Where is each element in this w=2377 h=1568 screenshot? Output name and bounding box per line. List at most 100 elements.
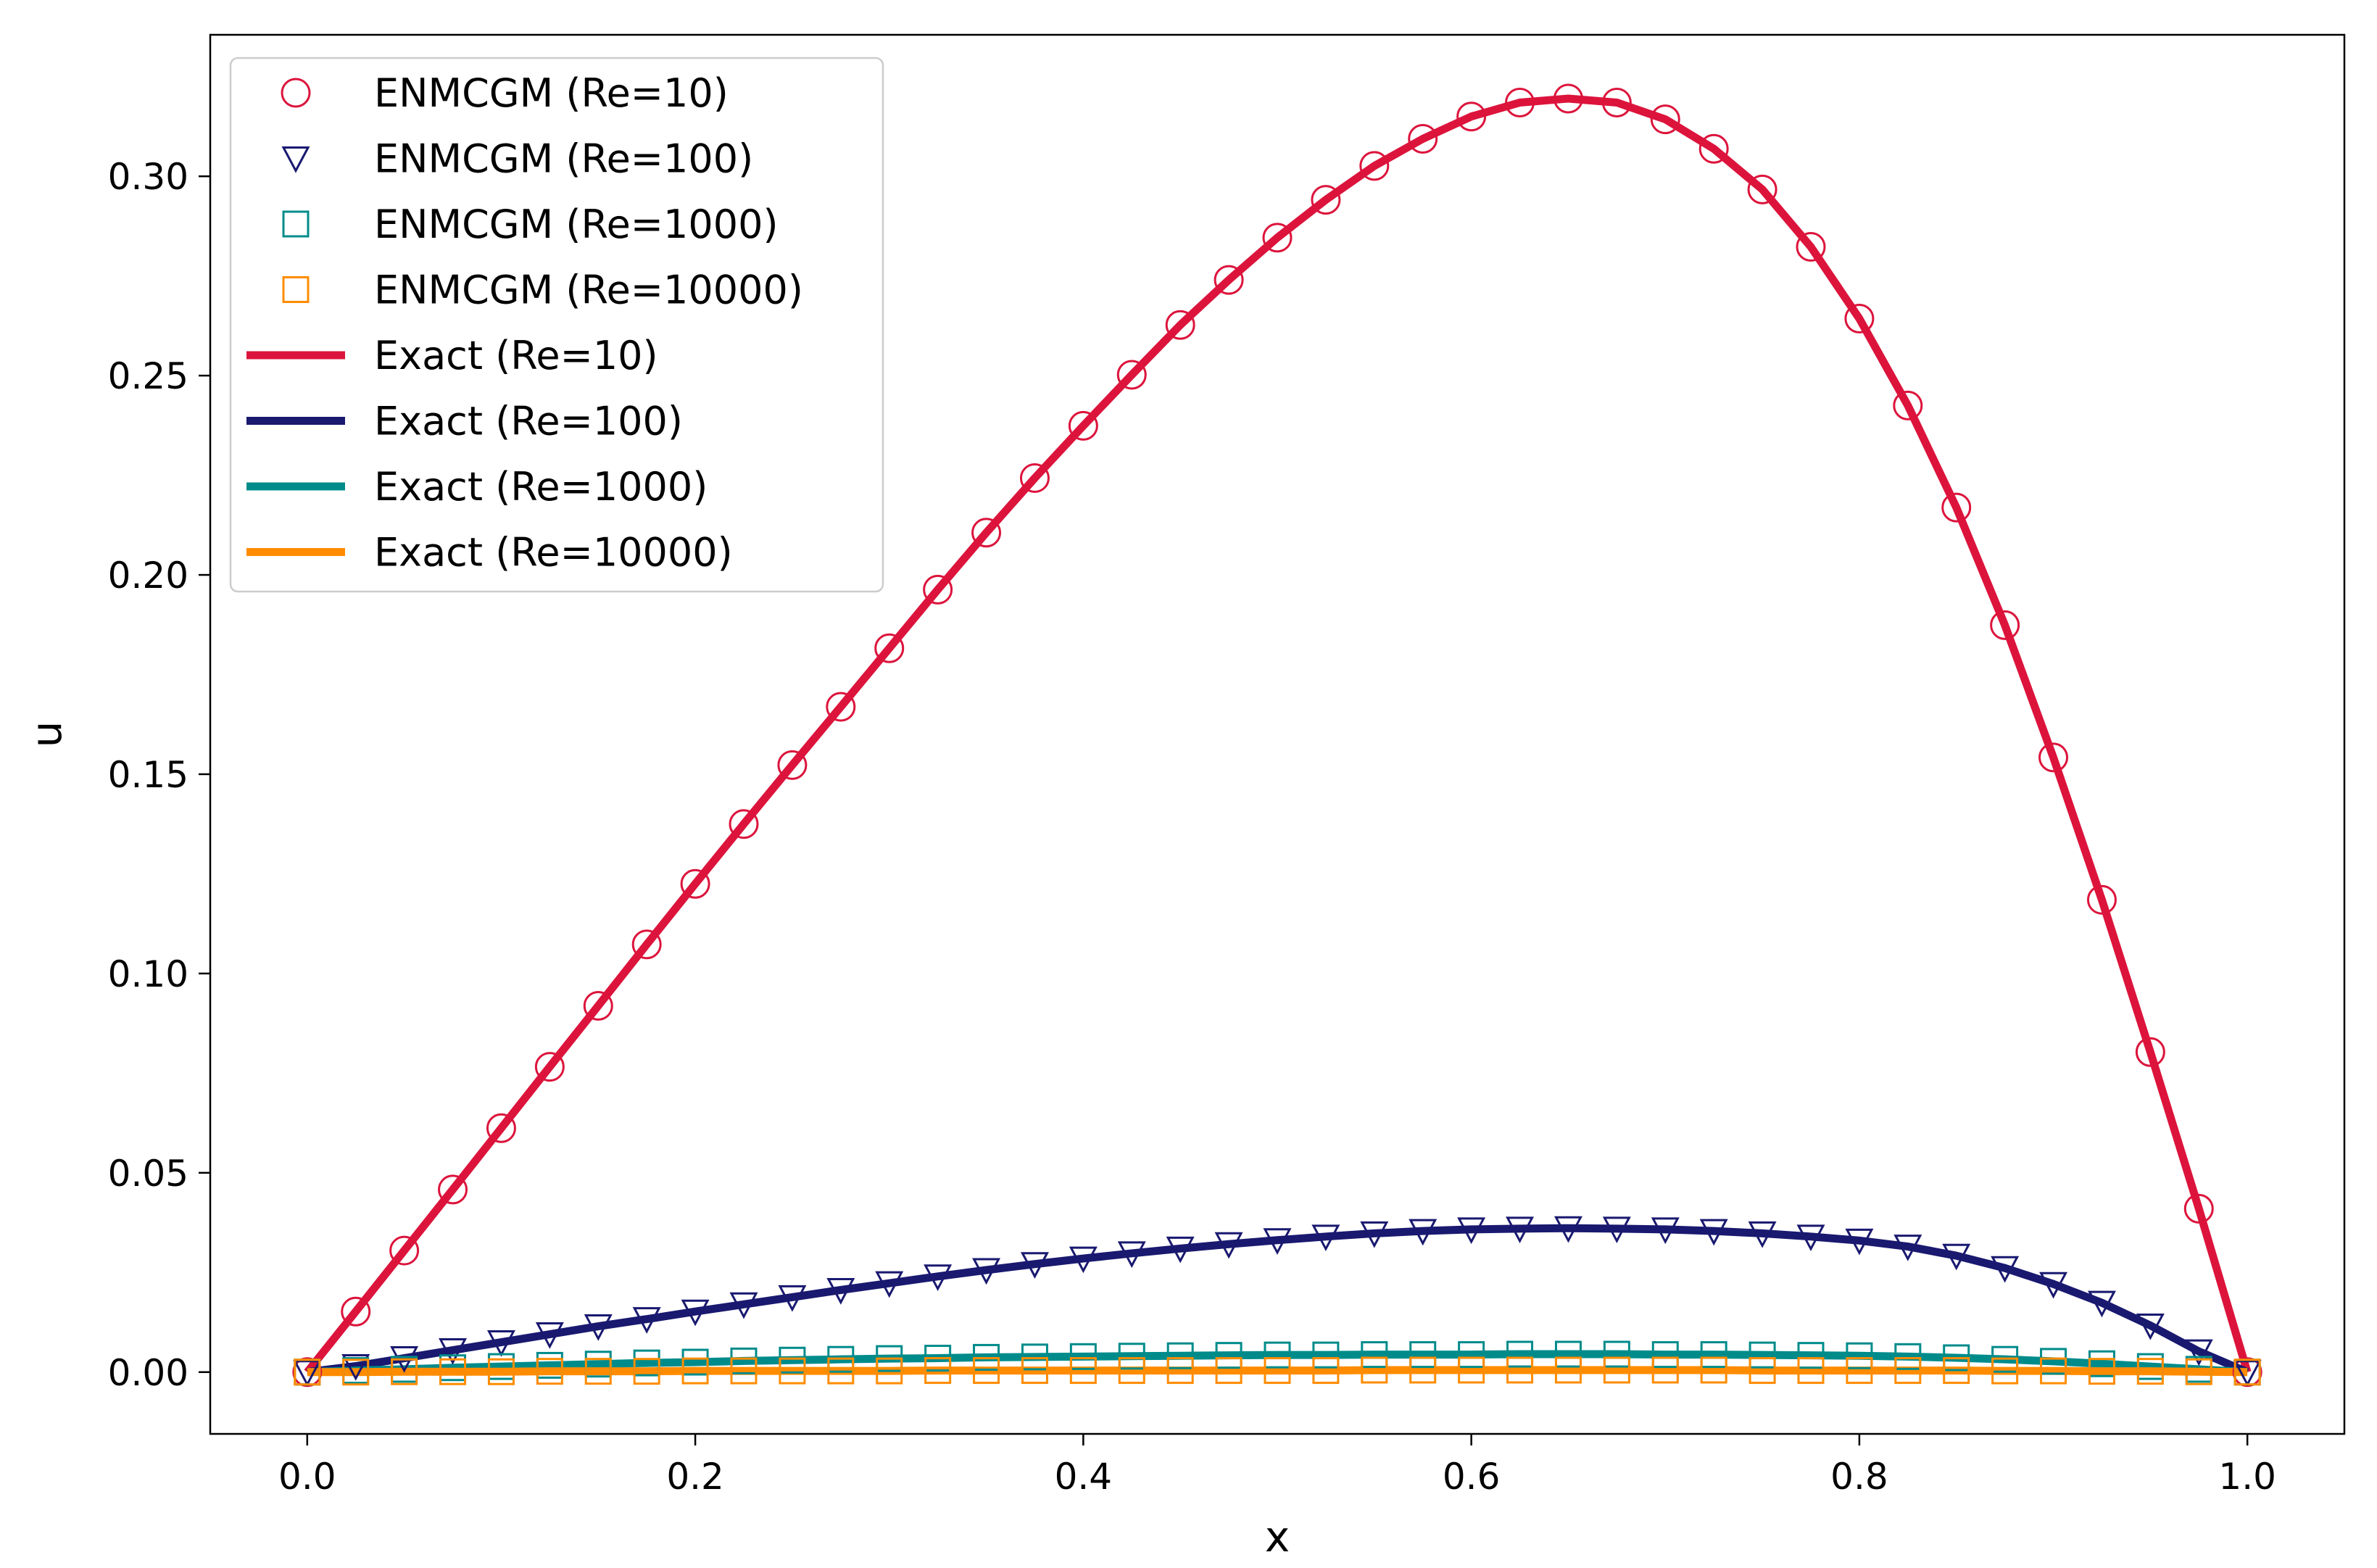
data-point [1797,1342,1825,1369]
series-line [304,94,2252,1375]
data-point [972,1258,1001,1285]
data-point [1698,133,1729,164]
data-point [1021,1357,1048,1385]
data-point [680,868,710,899]
data-point [1457,1217,1486,1245]
series-line [307,1224,2249,1377]
data-point [631,929,662,960]
data-point [2184,1339,2213,1366]
data-point [633,1358,660,1385]
data-point [1991,1357,2019,1385]
data-point [1165,310,1195,340]
data-point [1602,1216,1631,1244]
data-point [1311,1224,1340,1252]
data-point [1166,1342,1194,1369]
data-point [923,574,953,605]
data-point [1894,1343,1922,1370]
legend-item: ENMCGM (Re=10000) [282,267,803,313]
marker-series [292,83,2262,1387]
data-point [1942,1243,1971,1271]
data-point [777,750,808,780]
data-point [827,1357,855,1385]
data-point [1312,1341,1340,1369]
data-point [1893,1235,1922,1261]
data-point [391,1358,418,1385]
data-point [1893,390,1923,420]
data-point [1553,1216,1582,1243]
data-point [1408,124,1438,154]
legend-label: ENMCGM (Re=10) [374,70,729,116]
data-point [1118,1357,1145,1385]
series-markers [292,83,2262,1387]
data-point [534,1052,565,1082]
data-point [1409,1341,1437,1369]
data-point [1554,1356,1582,1384]
data-point [1458,1356,1485,1384]
data-point [1603,1356,1630,1384]
data-point [1846,1342,1873,1369]
x-axis-label: x [1265,1512,1290,1561]
series-lines [304,94,2252,1377]
data-point [1116,360,1147,390]
legend-label: Exact (Re=10000) [374,530,733,576]
data-point [1021,1343,1048,1371]
legend-label: Exact (Re=10) [374,333,658,378]
data-point [1263,1228,1292,1255]
data-point [1409,1356,1437,1384]
x-tick-label: 0.8 [1830,1456,1888,1498]
legend-marker [281,146,310,173]
data-point [1166,1236,1195,1264]
data-point [1651,1356,1679,1384]
data-point [2136,1313,2165,1340]
data-point [1941,492,1972,523]
x-tick-label: 1.0 [2218,1456,2276,1498]
legend-label: ENMCGM (Re=10000) [374,267,803,313]
data-point [1019,462,1050,493]
y-tick-label: 0.00 [108,1352,188,1394]
data-point [1844,303,1875,333]
data-point [826,692,856,722]
data-point [1796,232,1826,262]
data-point [1020,1252,1049,1279]
data-point [1846,1357,1873,1385]
x-tick-label: 0.4 [1055,1456,1113,1498]
data-point [778,1285,807,1312]
data-point [826,1278,855,1305]
data-point [2135,1037,2165,1067]
legend-item: Exact (Re=10000) [246,530,733,576]
data-point [876,1357,903,1385]
data-point [924,1264,953,1292]
data-point [632,1307,661,1334]
legend-marker [282,210,310,238]
data-point [439,1358,467,1385]
data-point [1117,1241,1146,1269]
y-tick-label: 0.05 [108,1153,188,1195]
data-point [1796,1224,1825,1252]
data-point [293,1360,322,1387]
legend-item: ENMCGM (Re=1000) [282,202,779,247]
data-point [584,1314,613,1341]
data-point [924,1357,952,1385]
data-point [342,1358,370,1386]
data-point [1215,1342,1243,1369]
data-point [1359,151,1390,181]
legend-item: Exact (Re=10) [246,333,658,378]
legend-marker [281,78,311,108]
data-point [536,1358,563,1385]
data-point [341,1354,370,1381]
data-point [1845,1228,1874,1256]
data-point [1068,410,1098,441]
data-point [1264,1357,1291,1385]
legend-label: ENMCGM (Re=100) [374,136,753,182]
legend: ENMCGM (Re=10) ENMCGM (Re=100) ENMCGM (Re=… [229,57,884,593]
data-point [874,633,905,663]
data-point [1409,1219,1438,1246]
legend-label: Exact (Re=1000) [374,464,708,510]
y-tick-label: 0.30 [108,156,188,198]
data-point [584,1358,612,1385]
data-point [1603,1340,1630,1368]
data-point [2183,1193,2214,1224]
data-point [1069,1246,1098,1274]
data-point [341,1296,371,1327]
